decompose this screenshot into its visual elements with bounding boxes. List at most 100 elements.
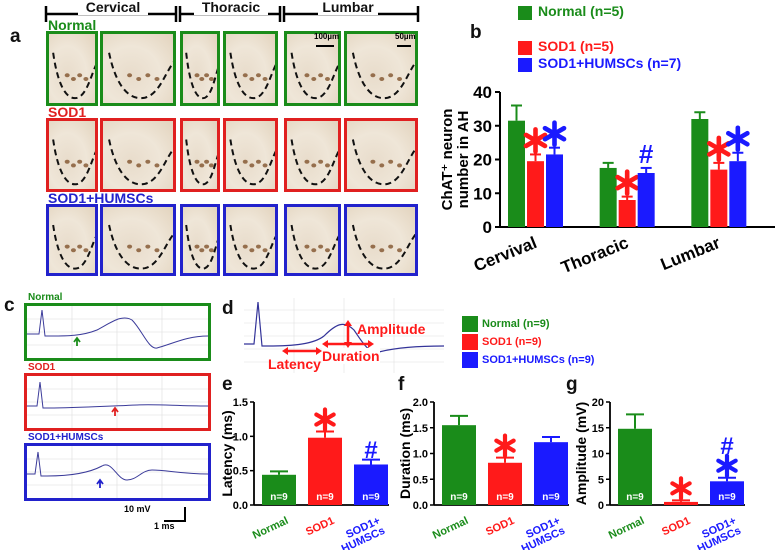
ventral-horn-outline [351,52,415,100]
panel-g-letter: g [566,374,578,395]
tissue-image [284,31,341,106]
legend-b-humscs: SOD1+HUMSCs (n=7) [538,55,682,71]
bar [710,481,744,505]
chart-g: Amplitude (mV) 0 5 10 15 20 n=9 Normal SOD1 n=9 # S… [573,397,745,550]
emg-trace-sod1 [27,376,209,428]
row-label-normal: Normal [48,17,97,33]
y-axis-label: Amplitude (mV) [573,402,589,505]
n-label: n=9 [316,492,334,503]
legend-d-swatch-normal [462,316,478,332]
x-tick-label: Normal [431,515,470,542]
significance-asterisk [706,135,731,163]
panel-e-letter: e [222,374,233,395]
y-tick-label: 0.5 [233,466,248,478]
x-tick-label: SOD1 [484,515,516,539]
bar [710,169,728,227]
bar [546,154,563,227]
significance-asterisk [494,433,516,458]
ventral-horn-outline [229,139,275,186]
x-tick-label: SOD1 [304,515,336,539]
bar [354,464,388,505]
y-tick-label: 20 [592,397,604,409]
trace-label-humscs: SOD1+HUMSCs [28,432,104,443]
n-label: n=9 [718,492,736,503]
significance-asterisk [670,476,692,501]
legend-d-swatch-humscs [462,352,478,368]
panel-d-letter: d [222,298,234,319]
ventral-horn-outline [185,139,217,186]
tissue-image [100,118,176,192]
y-axis-label: Latency (ms) [219,410,235,496]
y-tick-label: 10 [592,449,604,461]
bar [599,167,617,227]
bar [618,428,652,505]
ventral-horn-outline [185,52,217,99]
bar [442,425,476,505]
trace-box-humscs [24,443,211,501]
x-tick-label: Thoracic [558,233,631,277]
bar [308,437,342,505]
tissue-image [46,204,98,276]
panel-b-letter: b [470,22,482,43]
bar [508,120,525,227]
n-label: n=9 [626,492,644,503]
bar [637,173,655,227]
significance-hash: # [364,437,377,464]
y-tick-label: 0 [598,500,604,512]
panel-c-letter: c [4,295,15,316]
n-label: n=9 [496,492,514,503]
y-tick-label: 0 [483,218,492,237]
ventral-horn-outline [351,224,415,270]
significance-asterisk [615,169,640,196]
legend-b-swatch-normal [518,6,532,20]
y-tick-label: 2.0 [413,397,428,409]
ventral-horn-outline [52,139,95,186]
x-tick-label: SOD1 [660,515,692,539]
n-label: n=9 [450,492,468,503]
ventral-horn-outline [108,139,173,186]
x-tick-label: SOD1+HUMSCs [691,515,743,550]
emg-trace-humscs [27,446,209,498]
row-label-humscs: SOD1+HUMSCs [48,190,154,206]
ventral-horn-outline [108,224,173,270]
n-label: n=9 [542,492,560,503]
significance-hash: # [720,433,733,460]
x-tick-label: Cervival [471,233,539,275]
tissue-image [223,31,278,106]
chart-e: Latency (ms) 0.0 0.5 1.0 1.5 n=9 Normal n=9 SOD1… [219,397,389,550]
y-tick-label: 30 [473,117,492,136]
label-duration: Duration [322,348,380,364]
y-tick-label: 15 [592,423,604,435]
tissue-image [46,31,98,106]
label-latency: Latency [268,356,321,372]
tissue-image [100,31,176,106]
y-tick-label: 1.0 [233,431,248,443]
bar [262,474,296,505]
legend-b-swatch-sod1 [518,41,532,55]
significance-asterisk [716,453,738,478]
y-axis-label: ChAT⁺ neuronnumber in AH [439,109,472,211]
ventral-horn-outline [290,139,338,186]
ventral-horn-outline [351,139,415,186]
row-label-sod1: SOD1 [48,104,87,120]
emg-trace-normal [27,306,209,358]
legend-d-normal: Normal (n=9) [482,318,550,330]
ventral-horn-outline [52,52,95,99]
tissue-image [344,118,418,192]
legend-d-sod1: SOD1 (n=9) [482,336,542,348]
legend-b-sod1: SOD1 (n=5) [538,38,614,54]
legend-b-swatch-humscs [518,58,532,72]
tissue-image [284,118,341,192]
y-axis-label: Duration (ms) [397,408,413,499]
bar [534,442,568,505]
tissue-image [284,204,341,276]
trace-box-sod1 [24,373,211,431]
y-tick-label: 40 [473,83,492,102]
tissue-image [180,118,220,192]
legend-b-normal: Normal (n=5) [538,3,624,19]
y-tick-label: 1.0 [413,449,428,461]
trace-label-sod1: SOD1 [28,362,56,373]
x-tick-label: Normal [251,515,290,542]
ventral-horn-outline [229,224,275,270]
y-tick-label: 1.5 [233,397,248,409]
